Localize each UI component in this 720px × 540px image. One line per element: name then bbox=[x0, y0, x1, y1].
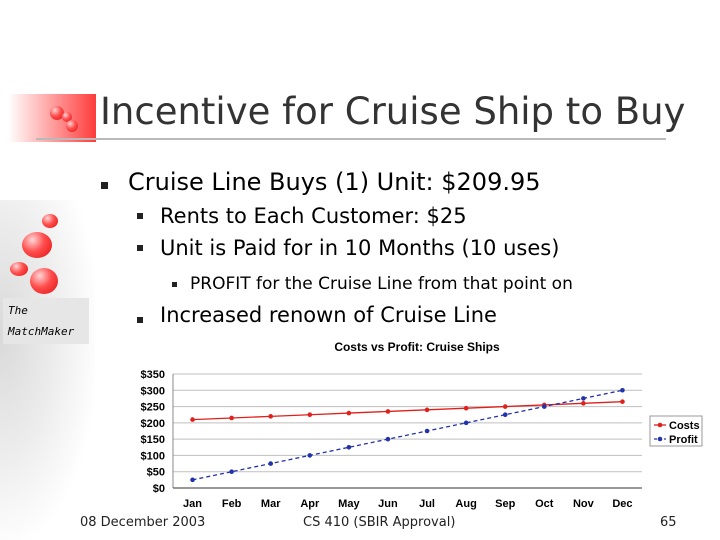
data-point-costs bbox=[463, 405, 469, 411]
data-point-profit bbox=[620, 387, 625, 393]
x-tick-label: Aug bbox=[455, 498, 476, 510]
x-tick-label: Nov bbox=[573, 498, 595, 510]
y-tick-label: $350 bbox=[141, 369, 165, 381]
side-bubble-icon bbox=[42, 214, 58, 228]
chart-grid bbox=[172, 373, 642, 489]
y-tick-label: $0 bbox=[153, 483, 165, 495]
x-tick-label: Feb bbox=[222, 498, 242, 510]
matchmaker-logo: The MatchMaker bbox=[3, 298, 89, 344]
legend-swatch-marker bbox=[657, 436, 663, 442]
data-point-profit bbox=[424, 428, 430, 434]
chart-legend: Costs Profit bbox=[649, 415, 703, 447]
data-point-profit bbox=[307, 453, 313, 458]
side-bubble-icon bbox=[30, 268, 58, 294]
data-point-costs bbox=[307, 412, 313, 418]
chart-series bbox=[190, 387, 625, 483]
y-tick-label: $250 bbox=[141, 402, 165, 414]
title-bubble-icon bbox=[50, 106, 64, 120]
side-bubble-icon bbox=[10, 262, 28, 276]
x-tick-label: Dec bbox=[612, 498, 632, 510]
data-point-profit bbox=[385, 436, 391, 442]
data-point-profit bbox=[463, 420, 469, 426]
title-bubble-icon bbox=[66, 120, 78, 132]
bullet-marker bbox=[101, 182, 108, 189]
bullet-level2-rents: Rents to Each Customer: $25 bbox=[160, 204, 467, 228]
bullet-level2-renown: Increased renown of Cruise Line bbox=[160, 303, 497, 327]
data-point-costs bbox=[268, 414, 274, 419]
slide-title: Incentive for Cruise Ship to Buy bbox=[100, 90, 686, 133]
legend-swatch-marker bbox=[657, 422, 663, 428]
bullet-level1: Cruise Line Buys (1) Unit: $209.95 bbox=[128, 168, 541, 196]
x-tick-label: Jan bbox=[183, 498, 202, 510]
data-point-profit bbox=[346, 444, 352, 450]
x-tick-label: Oct bbox=[535, 498, 554, 510]
page-number: 65 bbox=[660, 515, 677, 530]
x-tick-label: Jun bbox=[378, 498, 398, 510]
side-bubble-icon bbox=[22, 232, 52, 258]
series-line-profit bbox=[192, 389, 623, 481]
x-tick-label: Apr bbox=[300, 498, 320, 510]
y-tick-label: $50 bbox=[147, 467, 165, 479]
footer-course: CS 410 (SBIR Approval) bbox=[303, 515, 456, 530]
bullet-marker bbox=[137, 245, 143, 251]
data-point-costs bbox=[190, 417, 195, 422]
data-point-profit bbox=[268, 461, 274, 466]
x-tick-label: Sep bbox=[495, 498, 515, 510]
title-bubble-icon bbox=[62, 112, 72, 122]
bullet-level2-paid: Unit is Paid for in 10 Months (10 uses) bbox=[160, 236, 560, 260]
footer-date: 08 December 2003 bbox=[80, 515, 206, 530]
y-tick-label: $300 bbox=[141, 385, 165, 397]
data-point-costs bbox=[346, 410, 352, 416]
data-point-costs bbox=[229, 415, 234, 421]
data-point-costs bbox=[620, 399, 625, 404]
x-tick-label: May bbox=[338, 498, 360, 510]
y-axis-ticks: $0 $50 $100 $150 $200 $250 $300 $350 bbox=[141, 369, 165, 495]
side-decoration bbox=[0, 200, 95, 540]
bullet-marker bbox=[137, 317, 143, 323]
data-point-profit bbox=[229, 469, 234, 475]
logo-text-line1: The bbox=[8, 304, 28, 317]
bullet-marker bbox=[137, 213, 143, 219]
logo-text-line2: MatchMaker bbox=[8, 325, 75, 338]
bullet-level3-profit: PROFIT for the Cruise Line from that poi… bbox=[190, 274, 573, 294]
x-tick-label: Jul bbox=[419, 498, 435, 510]
chart-title: Costs vs Profit: Cruise Ships bbox=[334, 340, 500, 354]
y-tick-label: $150 bbox=[141, 434, 165, 446]
x-axis-ticks: Jan Feb Mar Apr May Jun Jul Aug Sep Oct Nov Dec bbox=[183, 498, 632, 510]
legend-label: Profit bbox=[669, 434, 698, 446]
data-point-costs bbox=[424, 407, 430, 413]
bullet-marker bbox=[172, 282, 177, 287]
y-tick-label: $100 bbox=[141, 450, 165, 462]
y-tick-label: $200 bbox=[141, 418, 165, 430]
data-point-costs bbox=[385, 409, 391, 414]
x-tick-label: Mar bbox=[261, 498, 281, 510]
data-point-profit bbox=[502, 412, 508, 418]
data-point-profit bbox=[541, 404, 547, 409]
data-point-profit bbox=[581, 396, 586, 401]
title-underline bbox=[36, 138, 666, 140]
data-point-profit bbox=[190, 477, 195, 483]
data-point-costs bbox=[581, 401, 586, 406]
legend-box bbox=[649, 415, 703, 447]
legend-label: Costs bbox=[669, 420, 700, 432]
data-point-costs bbox=[502, 404, 508, 409]
